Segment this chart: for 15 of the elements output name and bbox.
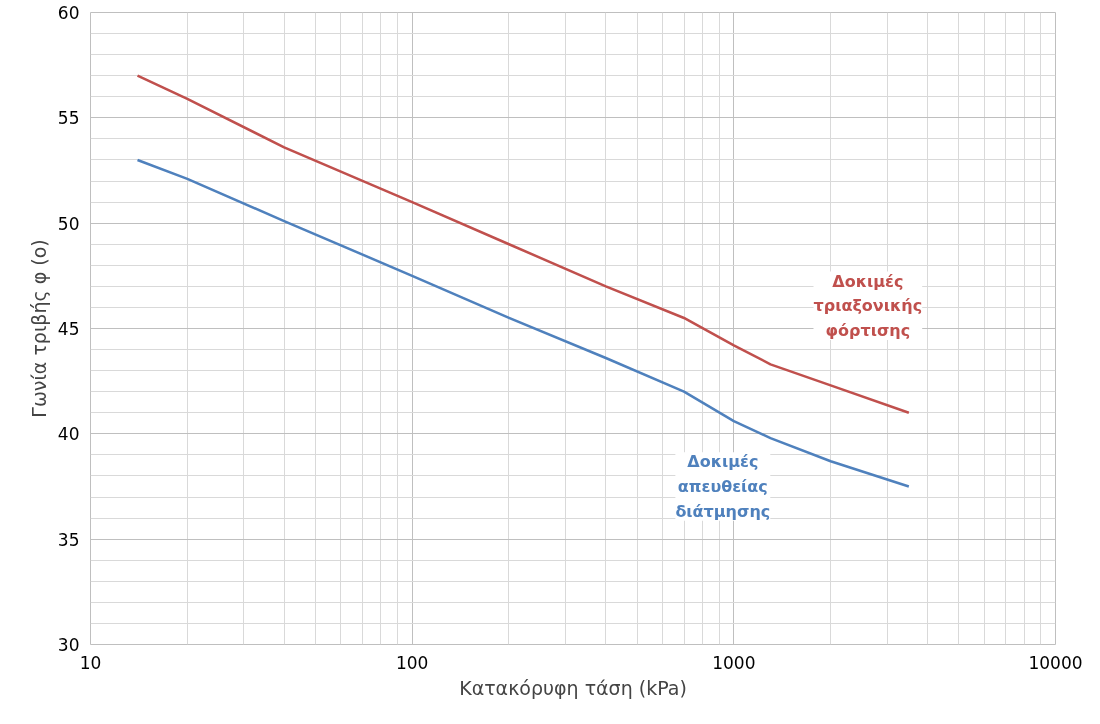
x-axis-title: Κατακόρυφη τάση (kPa) — [459, 676, 687, 699]
x-tick-label: 10000 — [1028, 652, 1083, 673]
y-tick-label: 30 — [57, 635, 80, 655]
x-tick-label: 1000 — [712, 652, 756, 673]
y-tick-label: 45 — [57, 319, 80, 339]
text: Δοκιμές τριαξονικής φόρτισης — [813, 271, 923, 340]
x-tick-label: 10 — [79, 652, 102, 673]
series-label: Δοκιμές απευθείας διάτμησης — [675, 452, 771, 521]
x-tick-label: 100 — [395, 652, 429, 673]
y-tick-label: 35 — [57, 529, 80, 550]
y-tick-label: 40 — [57, 424, 80, 445]
y-tick-label: 55 — [57, 108, 80, 129]
y-tick-label: 50 — [57, 213, 80, 234]
y-tick-label: 60 — [57, 3, 80, 23]
y-axis-title: Γωνία τριβής φ (o) — [27, 239, 50, 418]
